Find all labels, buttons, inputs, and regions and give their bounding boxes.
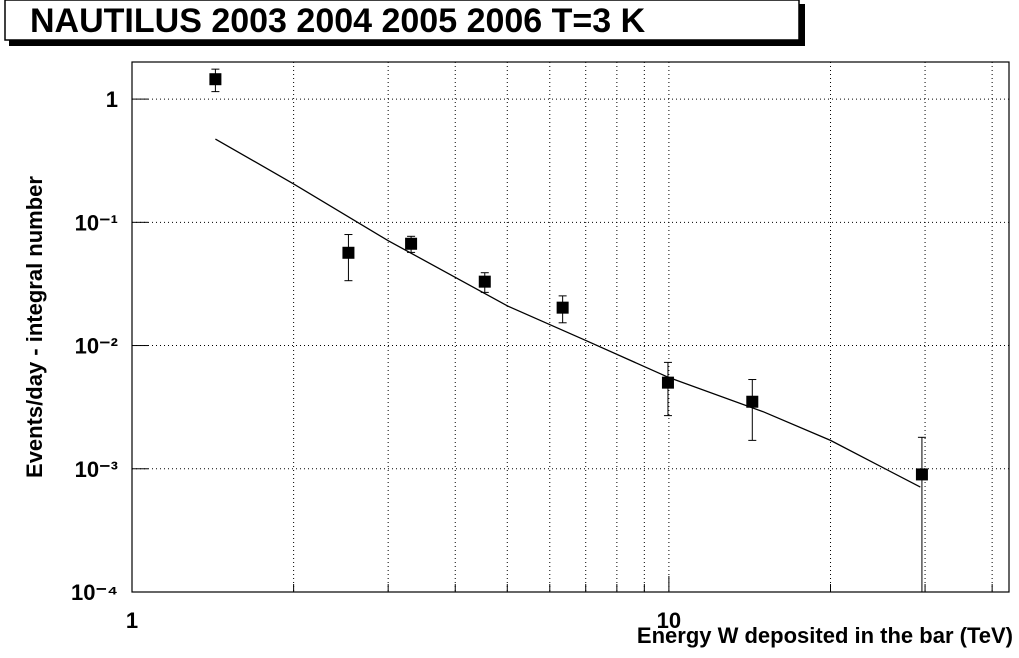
- y-tick-label: 10⁻³: [75, 457, 118, 482]
- point: [746, 395, 759, 408]
- fit-line: [215, 138, 921, 488]
- point: [342, 246, 355, 259]
- x-axis-label: Energy W deposited in the bar (TeV): [637, 623, 1013, 648]
- point: [915, 468, 928, 481]
- y-tick-label: 10⁻²: [75, 334, 118, 359]
- point: [661, 376, 674, 389]
- x-tick-label: 1: [126, 608, 138, 633]
- x-tick-label: 10: [657, 608, 681, 633]
- y-tick-label: 10⁻⁴: [71, 580, 118, 605]
- y-tick-label: 1: [106, 87, 118, 112]
- point: [405, 237, 418, 250]
- chart-title: NAUTILUS 2003 2004 2005 2006 T=3 K: [30, 2, 646, 40]
- point: [209, 73, 222, 86]
- plot-frame: [131, 61, 1010, 593]
- y-tick-label: 10⁻¹: [75, 210, 118, 235]
- title-box: [4, 0, 800, 41]
- point: [478, 275, 491, 288]
- point: [556, 301, 569, 314]
- y-axis-label: Events/day - integral number: [22, 176, 47, 478]
